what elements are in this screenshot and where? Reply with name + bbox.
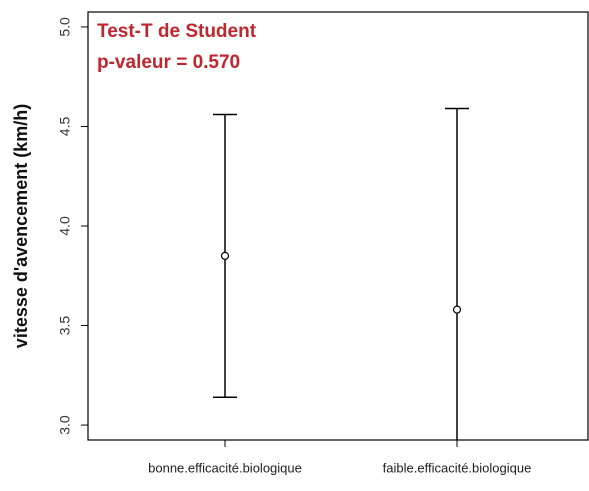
y-tick-label: 3.0 — [57, 415, 73, 435]
x-tick-label: bonne.efficacité.biologique — [148, 460, 302, 475]
y-tick-label: 4.5 — [57, 117, 73, 137]
mean-point — [220, 251, 230, 260]
y-tick-label: 3.5 — [57, 316, 73, 336]
y-axis-label: vitesse d'avencement (km/h) — [11, 104, 31, 348]
marks — [213, 107, 469, 440]
y-tick-label: 4.0 — [57, 216, 73, 236]
plot-frame — [87, 11, 589, 441]
y-tick-label: 5.0 — [57, 17, 73, 37]
annotation: Test-T de Student — [97, 21, 257, 42]
x-tick-label: faible.efficacité.biologique — [383, 460, 532, 475]
annotation: p-valeur = 0.570 — [97, 52, 240, 73]
mean-point — [452, 305, 462, 314]
